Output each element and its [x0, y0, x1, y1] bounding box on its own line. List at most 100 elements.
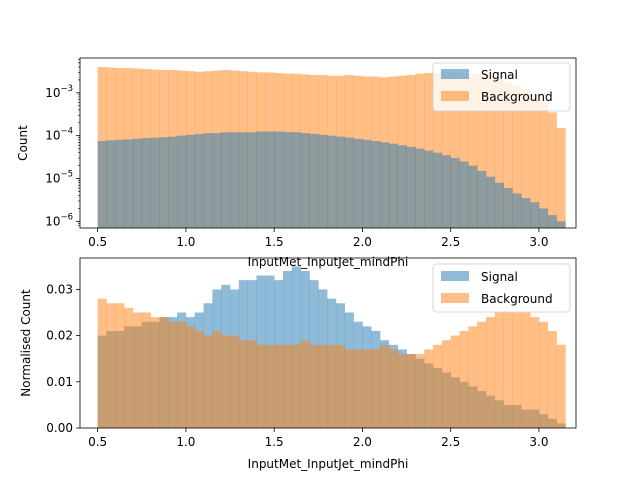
top-signal-bar-8: [168, 136, 178, 228]
bottom-background-bar-47: [512, 312, 522, 428]
top-signal-bar-37: [424, 150, 434, 228]
bottom-x-tick-label-3: 2.0: [353, 435, 372, 449]
top-signal-bar-32: [380, 142, 390, 228]
top-background-bar-37: [424, 73, 434, 229]
top-legend-signal-label: Signal: [481, 68, 518, 82]
top-background-bar-41: [459, 73, 469, 229]
chart-top: 0.5 1.0 1.5 2.0 2.5 3.0 10−6 10−5 10−4 10−3 Count…: [16, 57, 577, 269]
top-signal-bar-25: [318, 134, 328, 228]
top-x-tick-label-4: 2.5: [441, 235, 460, 249]
top-background-bar-47: [512, 85, 522, 228]
top-signal-bar-18: [256, 131, 266, 228]
bottom-background-bar-33: [388, 349, 399, 428]
top-signal-bar-14: [221, 132, 231, 228]
bottom-background-bar-5: [141, 312, 151, 428]
top-signal-bar-20: [274, 131, 284, 228]
top-signal-bar-45: [494, 182, 504, 228]
bottom-background-bar-44: [485, 317, 496, 428]
bottom-background-bar-7: [159, 317, 169, 428]
top-background-bar-38: [433, 72, 443, 228]
bottom-background-bar-13: [212, 330, 222, 428]
top-background-bar-39: [441, 71, 451, 228]
top-signal-bar-28: [344, 137, 354, 228]
top-background-bar-46: [503, 81, 513, 228]
bottom-background-bar-43: [477, 321, 487, 428]
bottom-background-bar-49: [530, 317, 540, 428]
bottom-background-bar-41: [459, 330, 469, 428]
bottom-background-bar-52: [556, 344, 566, 428]
top-background-bar-44: [485, 76, 496, 228]
top-signal-bar-51: [547, 215, 557, 228]
top-signal-bar-39: [441, 155, 451, 228]
bottom-background-bar-20: [274, 344, 284, 428]
bottom-axes: 0.5 1.0 1.5 2.0 2.5 3.0 0.00 0.01 0.02 0.03: [46, 282, 548, 449]
bottom-background-bar-9: [177, 321, 187, 428]
bottom-background-bar-1: [106, 303, 116, 428]
top-signal-bar-38: [433, 152, 443, 228]
top-background-bar-52: [556, 128, 566, 228]
top-background-bar-43: [477, 75, 487, 228]
bottom-background-bar-10: [185, 326, 196, 428]
top-signal-bar-15: [230, 132, 240, 228]
bottom-background-bar-14: [221, 335, 231, 428]
top-y-tick-label-0: 10−6: [45, 212, 73, 228]
top-background-bar-51: [547, 112, 557, 228]
bottom-background-bar-37: [424, 349, 434, 428]
top-signal-bar-16: [238, 132, 248, 228]
top-y-tick-label-3: 10−3: [45, 84, 73, 100]
top-signal-bar-17: [247, 132, 257, 228]
top-legend: Signal Background: [432, 62, 571, 112]
bottom-background-bar-28: [344, 349, 354, 428]
bottom-background-bar-6: [150, 317, 160, 428]
bottom-background-bar-26: [327, 344, 337, 428]
top-signal-bar-50: [538, 208, 549, 228]
bottom-legend: Signal Background: [432, 263, 571, 313]
bottom-background-bar-2: [115, 303, 125, 428]
bottom-background-bar-51: [547, 330, 557, 428]
top-signal-bar-9: [177, 135, 187, 228]
top-signal-bar-52: [556, 221, 566, 228]
bottom-background-bar-4: [132, 312, 143, 428]
top-axes-frame: [79, 57, 577, 229]
top-signal-bar-5: [141, 138, 151, 228]
top-x-axis-label: InputMet_InputJet_mindPhi: [248, 255, 409, 269]
bottom-background-bar-46: [503, 312, 513, 428]
top-signal-bar-24: [309, 133, 319, 228]
bottom-x-tick-label-1: 1.0: [176, 435, 195, 449]
top-x-tick-label-5: 3.0: [529, 235, 548, 249]
bottom-background-bar-31: [371, 349, 381, 428]
bottom-background-bar-22: [291, 344, 301, 428]
bottom-background-bar-35: [406, 354, 416, 428]
top-y-tick-label-2: 10−4: [45, 127, 73, 143]
bottom-background-bar-25: [318, 344, 328, 428]
top-signal-bar-40: [450, 158, 460, 228]
bottom-y-tick-label-0: 0.00: [46, 421, 73, 435]
top-x-tick-label-3: 2.0: [353, 235, 372, 249]
bottom-background-bar-42: [468, 326, 478, 428]
top-signal-bar-36: [415, 148, 425, 228]
top-signal-bar-48: [521, 198, 531, 228]
bottom-background-bar-11: [194, 330, 204, 428]
top-signal-bar-31: [371, 141, 381, 228]
bottom-x-tick-label-4: 2.5: [441, 435, 460, 449]
bottom-background-bar-32: [380, 344, 390, 428]
bottom-background-bar-30: [362, 349, 372, 428]
bottom-background-bar-23: [300, 340, 310, 428]
top-signal-bar-30: [362, 139, 372, 228]
top-background-bar-45: [494, 79, 504, 229]
bottom-background-bar-40: [450, 335, 460, 428]
bottom-background-bar-18: [256, 344, 266, 428]
bottom-background-bar-3: [124, 307, 134, 428]
top-axes: 0.5 1.0 1.5 2.0 2.5 3.0 10−6 10−5 10−4 10−3: [45, 59, 548, 249]
top-signal-bar-23: [300, 133, 310, 228]
bottom-axes-frame: [79, 257, 577, 429]
top-background-bar-48: [521, 89, 531, 228]
bottom-background-bar-50: [538, 321, 549, 428]
bottom-y-axis-label: Normalised Count: [19, 289, 33, 397]
bottom-background-bar-38: [433, 344, 443, 428]
bottom-background-bar-45: [494, 312, 504, 428]
top-x-tick-label-1: 1.0: [176, 235, 195, 249]
bottom-y-tick-label-1: 0.01: [46, 375, 73, 389]
bottom-background-bar-48: [521, 312, 531, 428]
